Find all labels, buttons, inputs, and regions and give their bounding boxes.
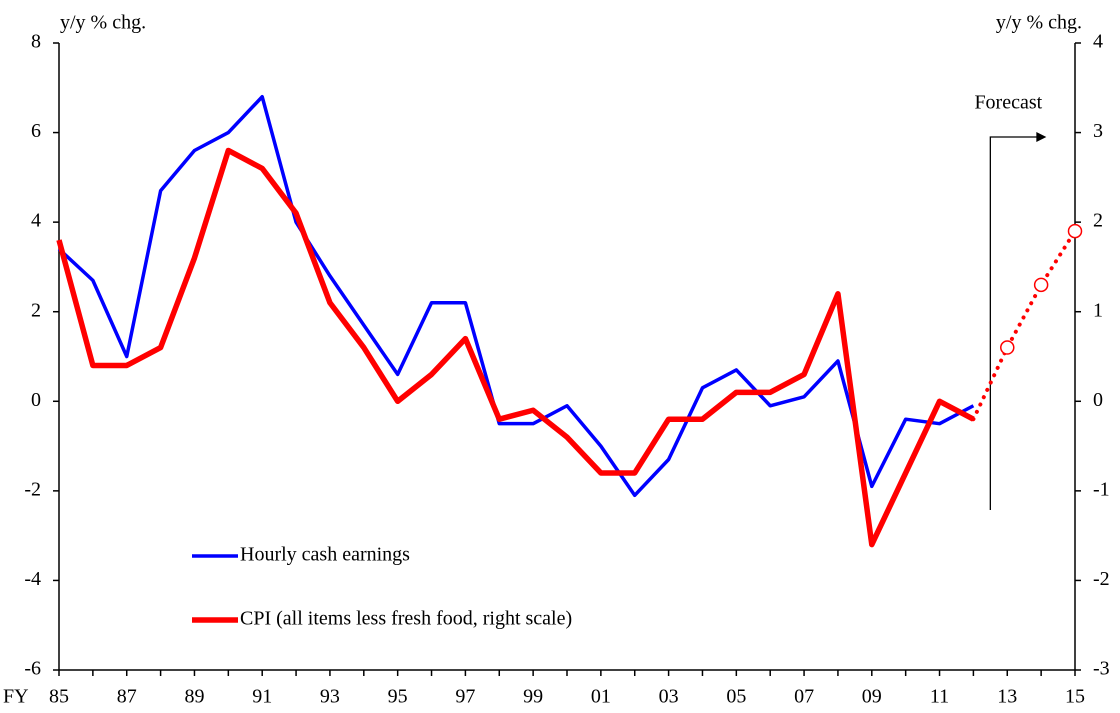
y-axis-label: y/y % chg. <box>60 12 146 34</box>
series-line <box>971 229 1077 422</box>
x-tick-label: 09 <box>862 686 882 708</box>
y-tick-label: 0 <box>31 389 41 411</box>
y2-axis-label: y/y % chg. <box>996 12 1082 34</box>
legend-label: Hourly cash earnings <box>240 544 410 566</box>
x-tick-label: 93 <box>320 686 340 708</box>
y2-tick-label: -1 <box>1093 478 1110 500</box>
legend-label: CPI (all items less fresh food, right sc… <box>240 608 572 630</box>
y2-tick-label: -3 <box>1093 658 1110 680</box>
y-tick-label: 6 <box>31 120 41 142</box>
data-point <box>1000 340 1015 355</box>
arrow-head <box>1036 132 1047 142</box>
x-axis-label: FY <box>3 686 29 708</box>
y-tick-label: -2 <box>24 478 41 500</box>
x-tick-label: 15 <box>1065 686 1085 708</box>
x-tick-label: 03 <box>659 686 679 708</box>
x-tick-label: 85 <box>49 686 69 708</box>
data-point <box>1033 277 1049 293</box>
y2-tick-label: 1 <box>1093 299 1103 321</box>
forecast-arrow <box>989 136 1041 510</box>
y2-tick-label: 4 <box>1093 31 1103 53</box>
x-tick-label: 91 <box>252 686 272 708</box>
x-tick-label: 07 <box>794 686 814 708</box>
series-line <box>57 94 975 498</box>
x-tick-label: 13 <box>997 686 1017 708</box>
x-tick-label: 11 <box>930 686 949 708</box>
x-tick-label: 99 <box>523 686 543 708</box>
y2-tick-label: 2 <box>1093 210 1103 232</box>
x-tick-label: 01 <box>591 686 611 708</box>
y-tick-label: -4 <box>24 568 41 590</box>
x-tick-label: 95 <box>388 686 408 708</box>
y2-tick-label: -2 <box>1093 568 1110 590</box>
x-tick-label: 05 <box>726 686 746 708</box>
data-point <box>1067 223 1083 239</box>
y-tick-label: -6 <box>24 658 41 680</box>
x-tick-label: 97 <box>455 686 475 708</box>
y2-tick-label: 0 <box>1093 389 1103 411</box>
series-line <box>56 147 975 548</box>
y-tick-label: 8 <box>31 31 41 53</box>
y-tick-label: 2 <box>31 299 41 321</box>
y-tick-label: 4 <box>31 210 41 232</box>
y2-tick-label: 3 <box>1093 120 1103 142</box>
x-tick-label: 87 <box>117 686 137 708</box>
x-tick-label: 89 <box>184 686 204 708</box>
annotation: Forecast <box>974 92 1042 114</box>
